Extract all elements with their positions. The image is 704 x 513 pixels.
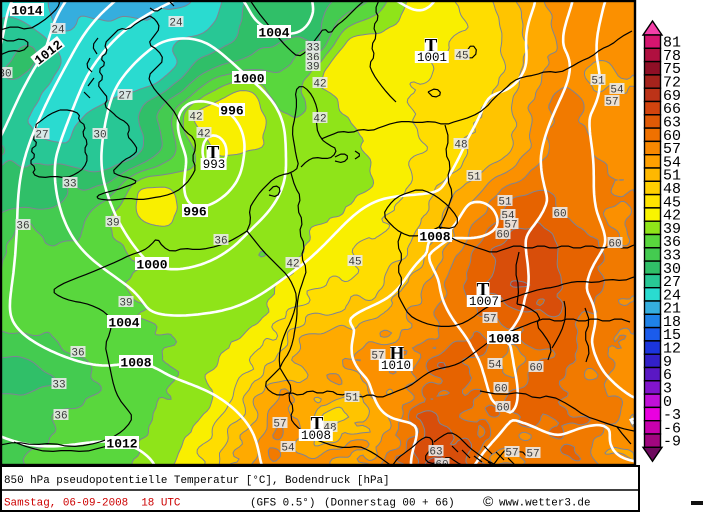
svg-text:33: 33 [52, 380, 65, 392]
svg-text:48: 48 [454, 140, 467, 152]
svg-text:30: 30 [663, 261, 681, 278]
svg-text:39: 39 [119, 298, 132, 310]
svg-text:36: 36 [214, 236, 227, 248]
svg-text:57: 57 [483, 314, 496, 326]
svg-text:57: 57 [526, 449, 539, 461]
svg-text:27: 27 [663, 274, 681, 291]
svg-text:57: 57 [505, 448, 518, 460]
svg-text:75: 75 [663, 61, 681, 78]
svg-text:1008: 1008 [488, 332, 519, 347]
svg-text:850 hPa pseudopotentielle Temp: 850 hPa pseudopotentielle Temperatur [°C… [4, 475, 390, 487]
svg-text:-9: -9 [663, 434, 681, 451]
svg-text:1014: 1014 [11, 4, 42, 19]
svg-text:54: 54 [610, 85, 624, 97]
svg-text:48: 48 [663, 181, 681, 198]
svg-text:33: 33 [63, 179, 76, 191]
svg-text:1008: 1008 [120, 356, 151, 371]
svg-text:39: 39 [306, 62, 319, 74]
svg-text:42: 42 [189, 112, 202, 124]
svg-text:45: 45 [663, 194, 681, 211]
svg-text:63: 63 [663, 115, 681, 132]
svg-text:57: 57 [273, 419, 286, 431]
svg-text:60: 60 [496, 403, 509, 415]
svg-text:27: 27 [35, 130, 48, 142]
svg-text:0: 0 [663, 394, 672, 411]
svg-text:51: 51 [345, 393, 359, 405]
svg-text:21: 21 [663, 301, 681, 318]
svg-text:30: 30 [93, 130, 106, 142]
svg-text:1001: 1001 [417, 51, 447, 65]
svg-text:©: © [483, 493, 494, 509]
svg-text:24: 24 [51, 25, 65, 37]
svg-text:6: 6 [663, 367, 672, 384]
svg-text:69: 69 [663, 88, 681, 105]
svg-text:1000: 1000 [233, 72, 264, 87]
svg-text:36: 36 [663, 234, 681, 251]
svg-text:60: 60 [663, 128, 681, 145]
svg-text:72: 72 [663, 75, 681, 92]
svg-text:1004: 1004 [108, 316, 139, 331]
svg-text:996: 996 [220, 104, 244, 119]
svg-text:78: 78 [663, 48, 681, 65]
svg-text:12: 12 [663, 341, 681, 358]
svg-text:27: 27 [118, 91, 131, 103]
svg-text:54: 54 [488, 360, 502, 372]
svg-text:42: 42 [313, 114, 326, 126]
svg-text:996: 996 [183, 205, 207, 220]
svg-text:60: 60 [494, 384, 507, 396]
svg-text:(Donnerstag 00 + 66): (Donnerstag 00 + 66) [324, 498, 455, 510]
svg-text:1010: 1010 [381, 359, 411, 373]
svg-text:51: 51 [467, 172, 481, 184]
svg-text:1000: 1000 [136, 258, 167, 273]
svg-text:24: 24 [169, 18, 183, 30]
svg-text:60: 60 [608, 239, 621, 251]
svg-text:33: 33 [663, 248, 681, 265]
svg-text:15: 15 [663, 327, 681, 344]
svg-text:1004: 1004 [258, 26, 289, 41]
svg-text:42: 42 [197, 129, 210, 141]
svg-text:60: 60 [496, 230, 509, 242]
svg-text:www.wetter3.de: www.wetter3.de [499, 498, 591, 510]
svg-text:993: 993 [203, 158, 226, 172]
svg-text:60: 60 [553, 209, 566, 221]
svg-text:45: 45 [348, 257, 361, 269]
svg-text:42: 42 [663, 208, 681, 225]
svg-text:30: 30 [0, 69, 12, 81]
svg-text:36: 36 [16, 221, 29, 233]
svg-text:1012: 1012 [106, 437, 137, 452]
svg-text:39: 39 [106, 218, 119, 230]
svg-text:1008: 1008 [419, 230, 450, 245]
svg-text:81: 81 [663, 35, 681, 52]
svg-text:36: 36 [71, 348, 84, 360]
svg-text:54: 54 [281, 443, 295, 455]
svg-text:57: 57 [663, 141, 681, 158]
svg-text:1008: 1008 [301, 429, 331, 443]
svg-text:57: 57 [605, 97, 618, 109]
svg-text:-6: -6 [663, 420, 681, 437]
svg-text:51: 51 [663, 168, 681, 185]
svg-text:51: 51 [498, 197, 512, 209]
svg-text:39: 39 [663, 221, 681, 238]
svg-text:24: 24 [663, 287, 681, 304]
svg-text:66: 66 [663, 101, 681, 118]
svg-text:42: 42 [313, 79, 326, 91]
svg-text:51: 51 [591, 76, 605, 88]
svg-text:45: 45 [455, 51, 468, 63]
svg-text:63: 63 [429, 447, 442, 459]
svg-text:3: 3 [663, 380, 672, 397]
svg-text:36: 36 [54, 411, 67, 423]
svg-text:18: 18 [663, 314, 681, 331]
svg-text:Samstag, 06-09-2008 18 UTC: Samstag, 06-09-2008 18 UTC [4, 498, 181, 510]
svg-text:(GFS 0.5°): (GFS 0.5°) [250, 498, 315, 510]
svg-text:9: 9 [663, 354, 672, 371]
svg-text:42: 42 [286, 259, 299, 271]
svg-text:54: 54 [663, 154, 681, 171]
svg-text:60: 60 [529, 363, 542, 375]
svg-text:1007: 1007 [469, 295, 499, 309]
svg-text:-3: -3 [663, 407, 681, 424]
